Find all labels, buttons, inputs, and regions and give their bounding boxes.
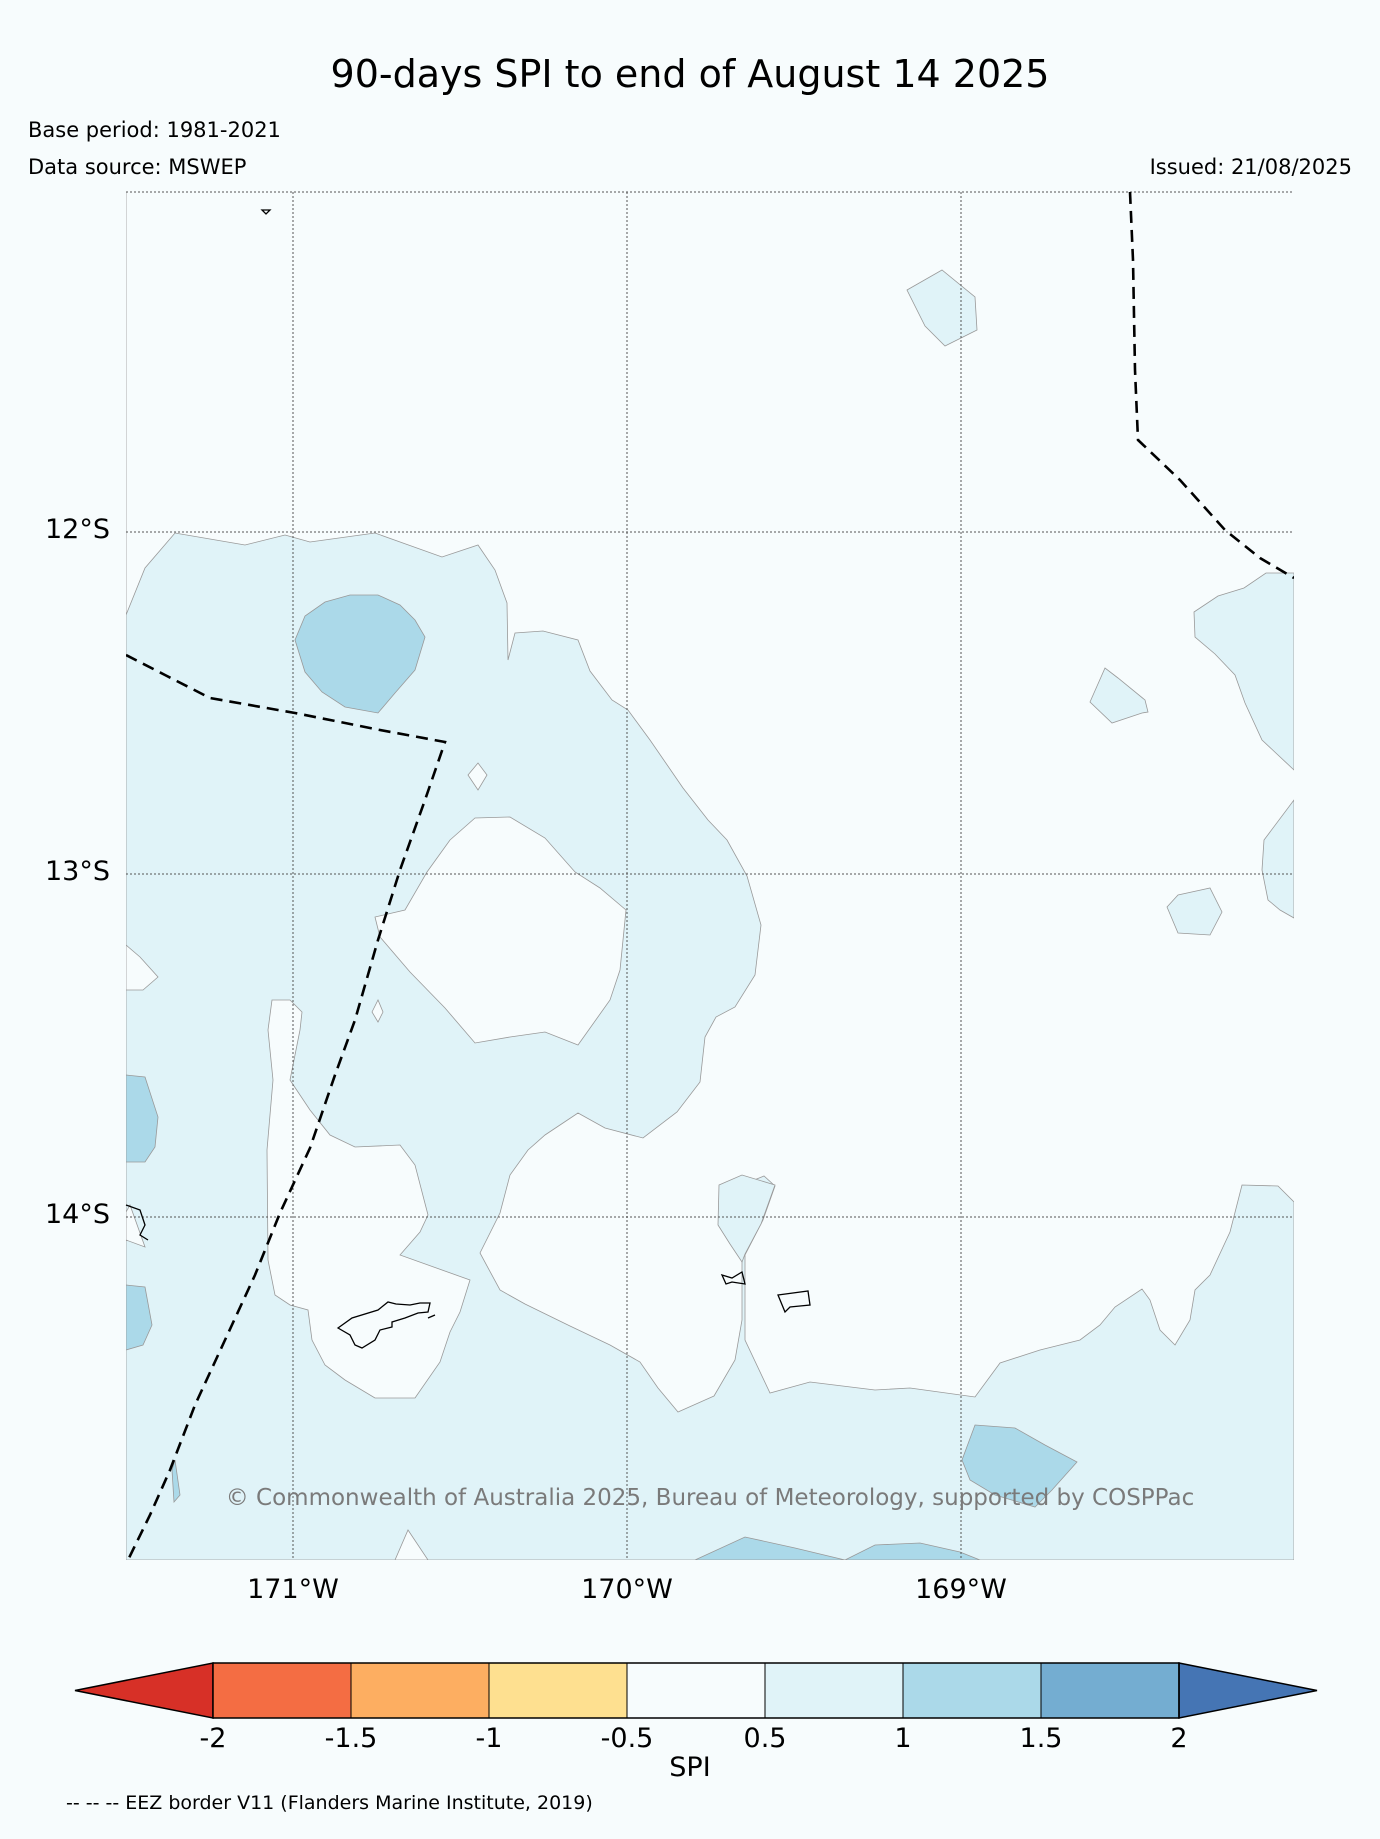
spi-patch-medium-west1 (126, 1074, 159, 1163)
island-swains (260, 209, 272, 215)
colorbar-label: SPI (669, 1752, 711, 1783)
lon-label-169w: 169°W (915, 1574, 1007, 1605)
map-title: 90-days SPI to end of August 14 2025 (330, 52, 1050, 96)
spi-speck-1 (467, 762, 488, 791)
colorbar-tick: -1 (475, 1723, 503, 1754)
colorbar-tick: -0.5 (600, 1723, 654, 1754)
colorbar-bin (1040, 1662, 1180, 1719)
island-upolu-fragment (427, 1314, 436, 1319)
spi-patch-north (906, 269, 978, 347)
colorbar-bin (350, 1662, 490, 1719)
colorbar-extend-low (74, 1662, 214, 1719)
island-savaii (336, 1301, 431, 1349)
island-aunuu (777, 1290, 811, 1314)
copyright-notice: © Commonwealth of Australia 2025, Bureau… (225, 1485, 1195, 1511)
lat-label-13s: 13°S (45, 856, 110, 887)
data-source-label: Data source: MSWEP (28, 155, 247, 179)
graticule (126, 191, 1294, 1560)
spi-speck-4 (394, 1529, 429, 1560)
spi-speck-3 (126, 944, 159, 991)
colorbar-tick: -2 (199, 1723, 227, 1754)
spi-patch-medium-sw (171, 1459, 181, 1504)
spi-patch-east1 (1089, 667, 1149, 724)
colorbar (74, 1662, 1318, 1719)
spi-patch-medium-south (961, 1424, 1078, 1508)
colorbar-bin (212, 1662, 352, 1719)
coastlines (125, 209, 811, 1349)
lon-label-171w: 171°W (247, 1574, 339, 1605)
colorbar-tick: -1.5 (324, 1723, 378, 1754)
colorbar-tick: 2 (1170, 1723, 1188, 1754)
spi-region-light (126, 192, 1294, 1560)
spi-patch-medium-west2 (126, 1284, 153, 1351)
colorbar-bin (626, 1662, 766, 1719)
colorbar-outline (212, 1662, 1180, 1719)
eez-footnote: -- -- -- EEZ border V11 (Flanders Marine… (66, 1792, 593, 1814)
colorbar-tick: 0.5 (743, 1723, 787, 1754)
colorbar-tick: 1.5 (1019, 1723, 1063, 1754)
base-period-label: Base period: 1981-2021 (28, 118, 281, 142)
colorbar-bin (902, 1662, 1042, 1719)
eez-border (126, 192, 1294, 1560)
spi-patch-medium-north (294, 594, 426, 714)
spi-patch-east2 (1166, 887, 1223, 936)
spi-patch-tutuila (717, 1174, 776, 1263)
lon-label-170w: 170°W (581, 1574, 673, 1605)
island-west-rock (125, 1204, 149, 1241)
spi-speck-2 (371, 999, 384, 1023)
colorbar-bin (764, 1662, 904, 1719)
lat-label-12s: 12°S (45, 514, 110, 545)
colorbar-bin (488, 1662, 628, 1719)
island-tutuila (720, 1270, 746, 1285)
colorbar-tick: 1 (894, 1723, 912, 1754)
colorbar-extend-high (1178, 1662, 1318, 1719)
lat-label-14s: 14°S (45, 1199, 110, 1230)
issued-date-label: Issued: 21/08/2025 (1149, 155, 1352, 179)
spi-patch-medium-bottom (694, 1536, 981, 1560)
